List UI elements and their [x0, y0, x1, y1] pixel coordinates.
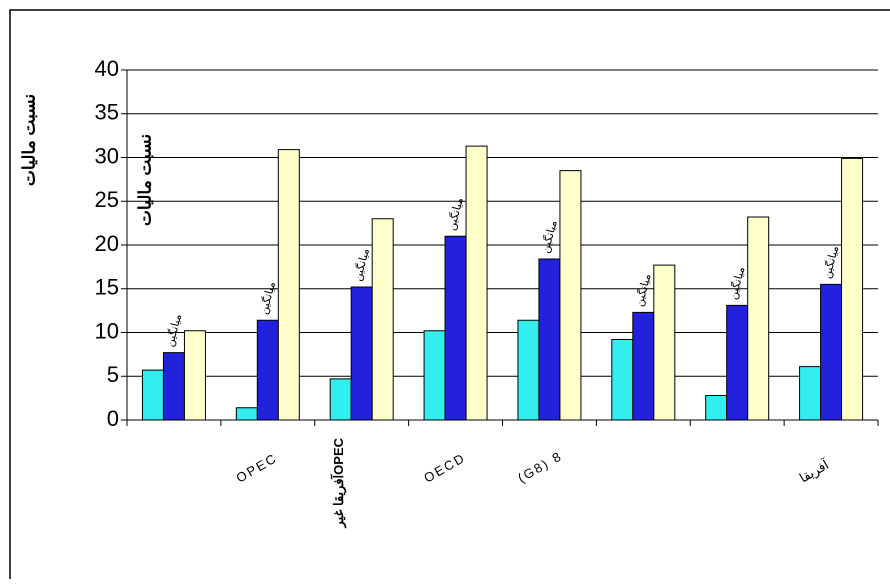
x-tick-label: آفریقا غیرOPEC	[330, 437, 347, 528]
y-axis-title: نسبت مالیات	[135, 134, 154, 226]
y-tick-label: 40	[95, 56, 119, 81]
bar	[517, 319, 540, 421]
bar-note: میانگین	[539, 219, 560, 255]
x-tick-label: آفریقا	[796, 455, 833, 486]
x-tick-label: (G8) 8	[515, 448, 565, 485]
y-tick-label: 30	[95, 143, 119, 168]
bar	[611, 339, 634, 421]
y-tick-label: 25	[95, 187, 119, 212]
bar-note: میانگین	[257, 280, 278, 316]
bar-note: میانگین	[726, 265, 747, 301]
bar	[277, 149, 300, 421]
bar	[444, 235, 467, 421]
bar	[632, 311, 655, 421]
bar	[726, 304, 749, 421]
frame	[9, 9, 890, 584]
y-axis-title: نسبت مالیات	[19, 94, 38, 186]
x-tick-label: OECD	[421, 450, 468, 486]
bar	[538, 258, 561, 421]
x-tick-label: OPEC	[234, 450, 280, 485]
y-tick-label: 20	[95, 231, 119, 256]
bar-note: میانگین	[351, 247, 372, 283]
bar	[841, 157, 864, 421]
y-tick-label: 0	[107, 406, 119, 431]
bar	[183, 330, 206, 421]
y-tick-label: 15	[95, 275, 119, 300]
bar	[350, 286, 373, 421]
y-tick-label: 35	[95, 100, 119, 125]
bar	[799, 366, 822, 421]
bar	[705, 395, 728, 421]
bar-note: میانگین	[632, 272, 653, 308]
bar	[423, 330, 446, 421]
bar	[162, 352, 185, 421]
bar	[820, 283, 843, 421]
bar	[559, 170, 582, 421]
bar	[235, 407, 258, 421]
y-tick-label: 10	[95, 318, 119, 343]
bar	[141, 369, 164, 421]
bar	[653, 264, 676, 421]
bar	[465, 145, 488, 421]
bar	[256, 319, 279, 421]
y-tick-label: 5	[107, 362, 119, 387]
bar	[747, 216, 770, 421]
bar	[329, 378, 352, 421]
bar-note: میانگین	[820, 244, 841, 280]
bar	[371, 218, 394, 421]
bar-note: میانگین	[163, 312, 184, 348]
